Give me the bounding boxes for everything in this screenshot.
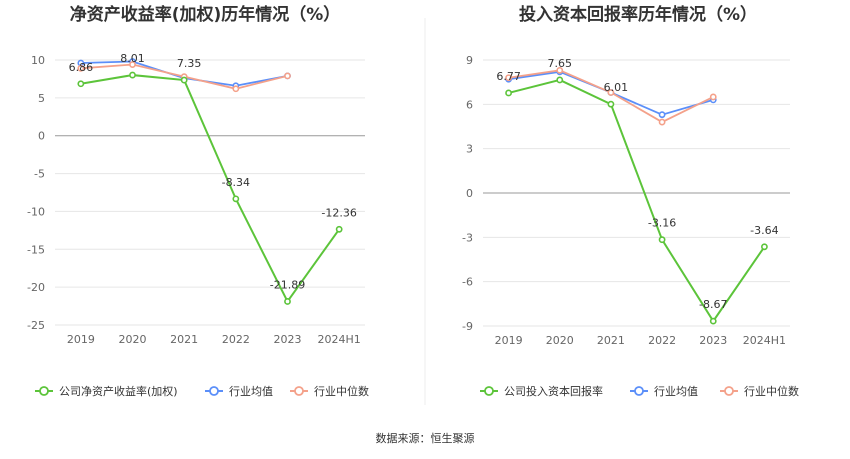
legend-swatch-marker	[39, 386, 49, 396]
data-point	[129, 71, 136, 79]
legend-swatch-marker	[484, 386, 494, 396]
y-tick-label: -3	[462, 231, 473, 244]
y-tick-label: -10	[27, 205, 45, 218]
data-point	[77, 80, 85, 88]
y-tick-label: 9	[466, 54, 473, 67]
legend-label: 公司净资产收益率(加权)	[59, 384, 178, 398]
data-label: 8.01	[120, 52, 145, 65]
y-tick-label: -25	[27, 319, 45, 332]
legend-label: 行业均值	[654, 385, 698, 398]
data-label: 6.86	[69, 61, 94, 74]
data-label: 7.65	[548, 57, 573, 70]
data-point	[607, 100, 615, 108]
source-note: 数据来源：恒生聚源	[376, 431, 475, 445]
data-label: -3.64	[750, 224, 778, 237]
data-label: -3.16	[648, 217, 676, 230]
legend-swatch-marker	[634, 386, 644, 396]
data-point	[284, 298, 291, 305]
legend-swatch-marker	[294, 386, 304, 396]
y-tick-label: -15	[27, 243, 45, 256]
data-point	[709, 317, 717, 325]
legend-swatch-marker	[724, 386, 734, 396]
y-tick-label: 0	[466, 187, 473, 200]
chart-2: 投入资本回报率历年情况（%） 9 6 3 0 -3 -6 -9 2019 2020 2021 2022…	[462, 4, 799, 398]
data-point	[658, 236, 666, 244]
x-tick-label: 2020	[119, 333, 147, 346]
data-point	[77, 64, 85, 72]
x-tick-label: 2023	[274, 333, 302, 346]
legend-item: 行业中位数	[720, 384, 799, 398]
data-point	[658, 118, 666, 126]
x-tick-label: 2019	[67, 333, 95, 346]
legend-item: 行业均值	[205, 385, 273, 398]
y-tick-label: -5	[34, 168, 45, 181]
series-line-median	[508, 69, 714, 124]
legend-swatch-marker	[209, 386, 219, 396]
y-tick-label: 3	[466, 143, 473, 156]
legend-label: 行业中位数	[744, 384, 799, 398]
x-tick-label: 2022	[648, 334, 676, 347]
legend-label: 行业均值	[229, 385, 273, 398]
legend-item: 公司净资产收益率(加权)	[35, 384, 178, 398]
data-point	[607, 89, 615, 96]
legend-item: 行业均值	[630, 385, 698, 398]
y-tick-label: 0	[38, 130, 45, 143]
data-label: -12.36	[321, 206, 356, 219]
chart-1: 净资产收益率(加权)历年情况（%） 10 5 0 -5 -10 -15 -20 -25 2019 2…	[27, 4, 369, 398]
data-point	[505, 89, 512, 97]
x-tick-label: 2020	[546, 334, 574, 347]
x-tick-label: 2023	[699, 334, 727, 347]
data-label: -8.34	[222, 176, 250, 189]
data-point	[505, 74, 512, 82]
series-line-company	[80, 74, 340, 304]
data-point	[180, 76, 188, 84]
data-point	[284, 72, 291, 80]
data-point	[556, 76, 564, 84]
x-tick-label: 2021	[170, 333, 198, 346]
data-point	[761, 243, 768, 251]
y-tick-label: -20	[27, 281, 45, 294]
x-tick-label: 2022	[222, 333, 250, 346]
chart-title: 净资产收益率(加权)历年情况（%）	[70, 4, 341, 25]
data-label: 6.01	[604, 81, 629, 94]
chart-title: 投入资本回报率历年情况（%）	[519, 4, 757, 25]
data-point	[658, 111, 666, 119]
y-tick-label: 5	[38, 92, 45, 105]
data-label: 6.77	[496, 70, 521, 83]
series-line-company	[508, 78, 766, 323]
data-point	[232, 195, 240, 203]
y-tick-label: 10	[31, 54, 45, 67]
y-tick-label: -9	[462, 320, 473, 333]
legend-label: 行业中位数	[314, 384, 369, 398]
data-point	[232, 85, 240, 93]
y-tick-label: 6	[466, 98, 473, 111]
data-point	[709, 93, 717, 101]
data-label: -21.89	[270, 278, 305, 291]
data-point	[335, 225, 343, 233]
x-tick-label: 2019	[495, 334, 523, 347]
data-point	[129, 61, 136, 68]
legend-item: 行业中位数	[290, 384, 369, 398]
data-label: 7.35	[177, 57, 202, 70]
legend-label: 公司投入资本回报率	[504, 384, 603, 398]
y-tick-label: -6	[462, 276, 473, 289]
x-tick-label: 2024H1	[318, 333, 361, 346]
data-point	[556, 66, 564, 74]
x-tick-label: 2024H1	[743, 334, 786, 347]
data-label: -8.67	[699, 298, 727, 311]
x-tick-label: 2021	[597, 334, 625, 347]
legend-item: 公司投入资本回报率	[480, 384, 603, 398]
